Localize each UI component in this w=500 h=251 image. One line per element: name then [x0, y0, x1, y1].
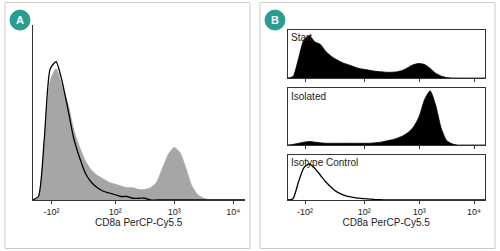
svg-text:Isolated: Isolated: [291, 91, 326, 102]
svg-text:A: A: [16, 14, 24, 26]
svg-text:Isotype Control: Isotype Control: [291, 157, 358, 168]
svg-text:B: B: [271, 14, 279, 26]
svg-text:10²: 10²: [358, 207, 371, 217]
svg-text:CD8a PerCP-Cy5.5: CD8a PerCP-Cy5.5: [95, 217, 183, 228]
svg-text:10²: 10²: [109, 207, 122, 217]
svg-text:-10²: -10²: [43, 207, 59, 217]
svg-text:10⁴: 10⁴: [467, 207, 481, 217]
svg-text:CD8a PerCP-Cy5.5: CD8a PerCP-Cy5.5: [343, 217, 431, 228]
svg-text:10⁴: 10⁴: [226, 207, 240, 217]
svg-text:10³: 10³: [413, 207, 426, 217]
svg-text:Start: Start: [291, 32, 312, 43]
svg-text:-10²: -10²: [297, 207, 313, 217]
svg-text:10³: 10³: [168, 207, 181, 217]
